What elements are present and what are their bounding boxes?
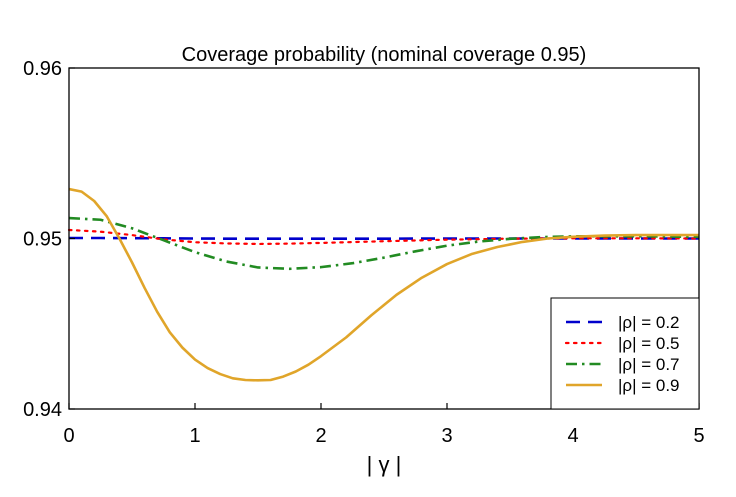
chart-title: Coverage probability (nominal coverage 0… bbox=[182, 44, 587, 66]
x-tick-label: 3 bbox=[441, 425, 452, 447]
series-line-2 bbox=[67, 228, 701, 246]
x-tick-label: 1 bbox=[189, 425, 200, 447]
legend-label: |ρ| = 0.9 bbox=[618, 376, 680, 395]
x-tick-label: 2 bbox=[315, 425, 326, 447]
y-tick-label: 0.94 bbox=[23, 399, 62, 421]
legend-entry-0.7: |ρ| = 0.7 bbox=[566, 355, 680, 374]
legend-label: |ρ| = 0.5 bbox=[618, 334, 680, 353]
legend-label: |ρ| = 0.2 bbox=[618, 313, 680, 332]
x-tick-label: 4 bbox=[567, 425, 578, 447]
legend-entry-0.2: |ρ| = 0.2 bbox=[566, 313, 680, 332]
legend-label: |ρ| = 0.7 bbox=[618, 355, 680, 374]
legend-entry-0.9: |ρ| = 0.9 bbox=[566, 376, 680, 395]
y-tick-label: 0.96 bbox=[23, 58, 62, 80]
x-tick-label: 0 bbox=[63, 425, 74, 447]
legend: |ρ| = 0.2 |ρ| = 0.5 |ρ| = 0.7 |ρ| = 0.9 bbox=[550, 297, 700, 410]
y-tick-label: 0.95 bbox=[23, 229, 62, 251]
y-axis-ticks: 0.94 0.95 0.96 bbox=[23, 58, 75, 421]
series-line-3 bbox=[68, 216, 700, 271]
series-lines bbox=[67, 187, 701, 382]
x-axis-label: | γ | bbox=[367, 452, 402, 477]
series-line-1 bbox=[69, 236, 699, 240]
x-tick-label: 5 bbox=[693, 425, 704, 447]
series-line-4 bbox=[68, 187, 699, 382]
legend-entry-0.5: |ρ| = 0.5 bbox=[564, 334, 680, 353]
legend-box bbox=[550, 297, 700, 410]
